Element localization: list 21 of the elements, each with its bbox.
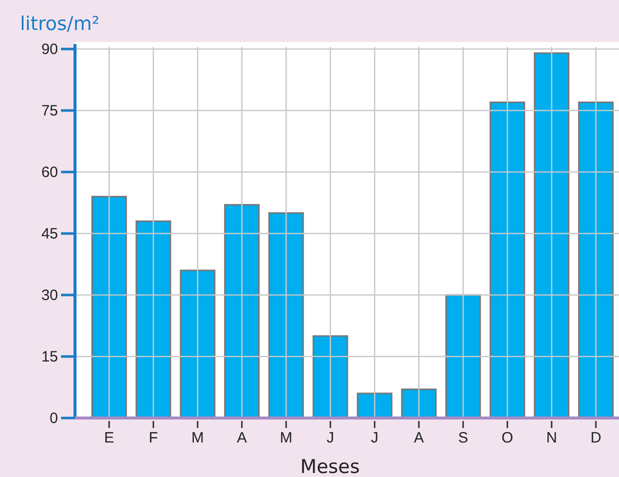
x-tick-label: A	[236, 430, 247, 447]
x-tick-label: S	[458, 430, 468, 447]
x-tick-label: J	[370, 430, 378, 447]
x-tick-label: N	[546, 430, 558, 447]
y-tick-label: 15	[41, 348, 58, 366]
x-tick-label: M	[191, 430, 204, 447]
y-tick-label: 90	[41, 40, 58, 58]
x-tick-label: D	[590, 430, 602, 447]
x-tick-label: F	[148, 430, 158, 447]
y-tick-label: 60	[41, 164, 58, 181]
y-axis-title: litros/m²	[20, 13, 100, 35]
x-tick-label: E	[104, 430, 114, 447]
y-tick-label: 30	[41, 286, 58, 304]
y-tick-label: 45	[41, 225, 58, 242]
y-tick-label: 75	[41, 102, 58, 120]
x-tick-label: O	[502, 430, 514, 447]
y-tick-label: 0	[50, 410, 58, 427]
x-tick-label: J	[326, 430, 334, 447]
x-tick-label: A	[414, 430, 424, 447]
x-tick-label: M	[280, 430, 292, 447]
x-axis-title: Meses	[300, 456, 360, 477]
